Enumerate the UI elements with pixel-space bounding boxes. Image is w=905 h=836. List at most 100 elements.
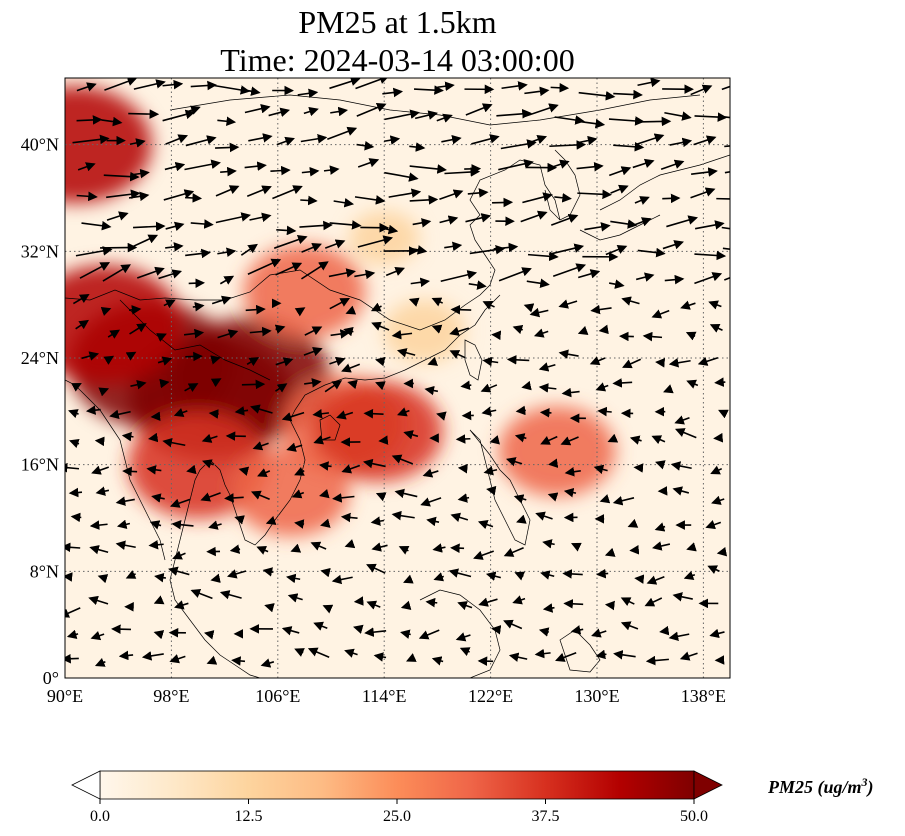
wind-arrow [125, 351, 137, 361]
pm25-hotspot [312, 380, 444, 482]
wind-arrow [410, 277, 431, 288]
wind-arrow [514, 433, 527, 443]
wind-arrow [77, 162, 96, 172]
wind-arrow [341, 363, 361, 373]
wind-arrow [76, 191, 98, 202]
wind-arrow [332, 493, 355, 503]
wind-arrow [422, 468, 439, 478]
wind-arrow [91, 465, 110, 475]
wind-arrow [190, 219, 214, 229]
wind-arrow [241, 379, 266, 390]
wind-arrow [705, 520, 722, 530]
wind-arrow [128, 305, 142, 315]
wind-arrow [552, 263, 587, 277]
wind-arrow [148, 432, 159, 443]
wind-arrow [436, 411, 447, 421]
wind-arrow [324, 380, 343, 393]
wind-arrow [433, 572, 445, 582]
wind-arrow [246, 185, 272, 197]
wind-arrow [276, 225, 297, 236]
wind-arrow [660, 159, 685, 171]
wind-arrow [538, 627, 550, 637]
wind-arrow [664, 274, 685, 285]
wind-arrow [400, 629, 411, 639]
pm25-hotspot [232, 446, 350, 537]
wind-arrow [721, 85, 730, 91]
wind-arrow [118, 650, 134, 661]
wind-arrow [406, 653, 417, 662]
wind-arrow [424, 385, 439, 396]
wind-arrow [210, 378, 222, 388]
wind-arrow [468, 280, 487, 290]
wind-arrow [694, 250, 727, 261]
wind-arrow [380, 224, 399, 235]
wind-arrow [515, 405, 526, 416]
wind-arrow [224, 493, 244, 503]
wind-arrow [210, 573, 221, 583]
wind-arrow [655, 358, 666, 368]
wind-arrow [115, 496, 135, 506]
wind-arrow [577, 325, 589, 335]
wind-arrow [620, 597, 635, 607]
wind-arrow [560, 436, 579, 446]
wind-arrow [724, 276, 730, 281]
wind-arrow [431, 656, 444, 666]
wind-arrow [313, 621, 328, 631]
wind-arrow [674, 428, 697, 439]
wind-arrow [629, 435, 642, 445]
wind-arrow [215, 142, 240, 153]
wind-arrow [508, 652, 528, 662]
wind-arrow [164, 161, 186, 172]
wind-arrow [432, 543, 446, 553]
wind-arrow [551, 213, 579, 226]
wind-arrow [183, 328, 205, 339]
wind-arrow [642, 331, 663, 342]
wind-arrow [341, 464, 361, 474]
wind-arrow [247, 258, 282, 275]
wind-arrow [388, 188, 422, 198]
wind-arrow [154, 572, 167, 583]
colorbar-gradient [99, 770, 695, 800]
wind-arrow [525, 103, 559, 117]
wind-arrow [150, 411, 161, 422]
wind-arrow [478, 597, 498, 607]
wind-arrow [391, 329, 413, 340]
wind-arrow [637, 116, 672, 127]
wind-arrow [664, 111, 692, 121]
wind-arrow [709, 628, 725, 639]
wind-arrow [234, 515, 245, 525]
wind-arrow [662, 240, 684, 250]
wind-arrow [81, 351, 100, 361]
wind-arrow [294, 519, 305, 529]
wind-arrow [68, 409, 79, 419]
wind-arrow [287, 593, 303, 603]
longitude-tick-label: 130°E [574, 686, 619, 706]
wind-arrow [250, 404, 273, 414]
wind-arrow [409, 142, 426, 152]
wind-arrow [554, 115, 585, 125]
wind-arrow [148, 539, 164, 550]
wind-arrow [427, 356, 439, 366]
wind-arrow [562, 569, 583, 579]
latitude-tick-label: 16°N [21, 455, 59, 475]
wind-arrow [328, 268, 356, 278]
wind-arrow [709, 324, 723, 333]
colorbar-tick-label: 12.5 [235, 808, 263, 825]
wind-arrow [646, 575, 665, 585]
wind-arrow [413, 85, 444, 95]
wind-arrow [169, 654, 186, 664]
wind-arrow [121, 431, 134, 442]
wind-arrow [215, 185, 240, 197]
wind-arrow [620, 621, 639, 631]
wind-arrow [449, 350, 466, 359]
wind-arrow [354, 269, 376, 280]
wind-arrow [153, 595, 165, 605]
latitude-tick-label: 24°N [21, 348, 59, 368]
wind-arrow [89, 520, 108, 530]
wind-arrow [550, 82, 570, 93]
wind-arrow [162, 109, 196, 122]
wind-arrow [439, 189, 464, 201]
wind-arrow [94, 657, 106, 667]
colorbar-max-extend [693, 770, 723, 800]
wind-arrow [724, 145, 730, 148]
